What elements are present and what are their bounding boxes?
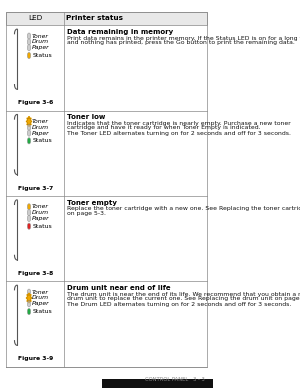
Circle shape xyxy=(27,289,31,295)
Text: LED: LED xyxy=(28,16,42,21)
Text: Data remaining in memory: Data remaining in memory xyxy=(67,29,173,35)
Text: Paper: Paper xyxy=(32,45,50,50)
Text: The Toner LED alternates turning on for 2 seconds and off for 3 seconds.: The Toner LED alternates turning on for … xyxy=(67,131,291,136)
Text: Status: Status xyxy=(32,139,52,143)
Circle shape xyxy=(27,130,31,136)
Circle shape xyxy=(27,301,31,307)
Text: Drum: Drum xyxy=(32,210,49,215)
Text: CONTROL PANEL   3 - 3: CONTROL PANEL 3 - 3 xyxy=(145,377,205,382)
Text: Replace the toner cartridge with a new one. See Replacing the toner cartridge: Replace the toner cartridge with a new o… xyxy=(67,206,300,211)
Text: Paper: Paper xyxy=(32,216,50,221)
Text: Toner: Toner xyxy=(32,204,49,209)
Text: drum unit to replace the current one. See Replacing the drum unit on page 5-9.: drum unit to replace the current one. Se… xyxy=(67,296,300,301)
Text: Indicates that the toner cartridge is nearly empty. Purchase a new toner: Indicates that the toner cartridge is ne… xyxy=(67,121,290,126)
Text: Drum: Drum xyxy=(32,40,49,44)
Text: Drum unit near end of life: Drum unit near end of life xyxy=(67,285,170,291)
Text: Figure 3-8: Figure 3-8 xyxy=(18,271,53,276)
Circle shape xyxy=(27,138,31,144)
Text: Toner: Toner xyxy=(32,290,49,294)
Text: cartridge and have it ready for when Toner Empty is indicated.: cartridge and have it ready for when Ton… xyxy=(67,125,260,130)
Text: The Drum LED alternates turning on for 2 seconds and off for 3 seconds.: The Drum LED alternates turning on for 2… xyxy=(67,302,291,307)
Circle shape xyxy=(27,215,31,222)
Text: Status: Status xyxy=(32,224,52,229)
Text: Paper: Paper xyxy=(32,301,50,306)
Text: Status: Status xyxy=(32,309,52,314)
Text: Figure 3-7: Figure 3-7 xyxy=(18,186,53,191)
Text: Toner empty: Toner empty xyxy=(67,200,117,206)
Text: Drum: Drum xyxy=(32,296,49,300)
Bar xyxy=(102,379,213,388)
Circle shape xyxy=(27,204,31,210)
Text: and nothing has printed, press the Go button to print the remaining data.: and nothing has printed, press the Go bu… xyxy=(67,40,294,45)
Text: Figure 3-9: Figure 3-9 xyxy=(18,357,53,361)
Circle shape xyxy=(27,308,31,315)
Text: Figure 3-6: Figure 3-6 xyxy=(17,100,53,105)
Polygon shape xyxy=(26,116,32,126)
Circle shape xyxy=(27,124,31,130)
Text: Toner: Toner xyxy=(32,119,49,124)
Text: on page 5-3.: on page 5-3. xyxy=(67,211,106,216)
Text: Paper: Paper xyxy=(32,131,50,135)
Circle shape xyxy=(27,223,31,229)
Text: The drum unit is near the end of its life. We recommend that you obtain a new: The drum unit is near the end of its lif… xyxy=(67,292,300,297)
Text: Toner: Toner xyxy=(32,34,49,38)
Circle shape xyxy=(27,33,31,39)
Circle shape xyxy=(27,39,31,45)
Text: Print data remains in the printer memory. If the Status LED is on for a long tim: Print data remains in the printer memory… xyxy=(67,36,300,41)
Text: Status: Status xyxy=(32,53,52,58)
Circle shape xyxy=(27,52,31,59)
Circle shape xyxy=(27,210,31,216)
Text: Printer status: Printer status xyxy=(66,16,123,21)
Text: Drum: Drum xyxy=(32,125,49,130)
Bar xyxy=(6,12,207,25)
Circle shape xyxy=(27,45,31,51)
Polygon shape xyxy=(26,293,32,303)
Text: Toner low: Toner low xyxy=(67,114,105,120)
